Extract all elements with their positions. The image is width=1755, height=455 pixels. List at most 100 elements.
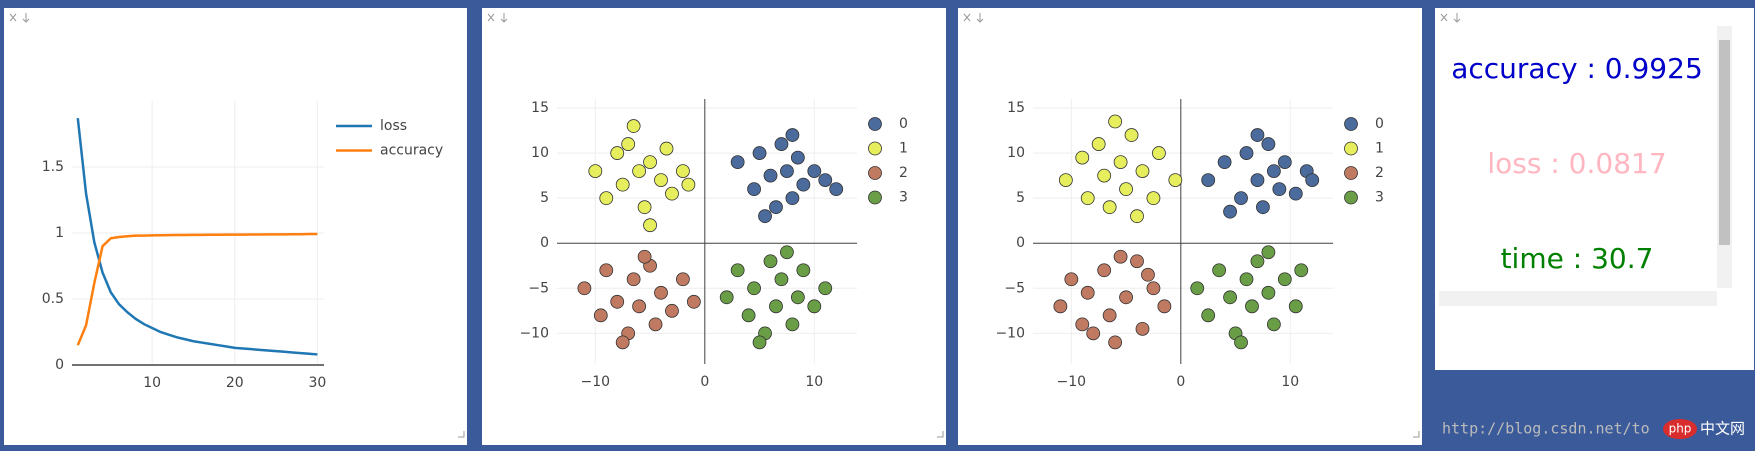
scatter-point <box>632 299 647 314</box>
y-tick-label: 15 <box>531 100 549 116</box>
scatter-point <box>829 182 844 197</box>
scatter-point <box>1135 321 1150 336</box>
legend-label: loss <box>380 118 407 134</box>
y-tick-label: −5 <box>1004 280 1025 296</box>
legend-swatch <box>1344 117 1358 131</box>
text-line: loss : 0.0817 <box>1487 147 1666 180</box>
y-tick-label: −10 <box>519 325 549 341</box>
scatter-point <box>1102 308 1117 323</box>
scatter-point <box>1261 137 1276 151</box>
scatter-point <box>1097 168 1112 183</box>
scatter-point <box>741 308 756 323</box>
scatter-point <box>1212 263 1227 278</box>
pane <box>4 8 467 445</box>
scatter-point <box>1272 182 1287 197</box>
scatter-point <box>774 272 789 287</box>
scatter-point <box>752 146 767 160</box>
scatter-point <box>1064 272 1079 287</box>
scatter-point <box>665 303 679 318</box>
scatter-point <box>752 335 767 350</box>
x-tick-label: 10 <box>1281 374 1299 390</box>
scroll-thumb[interactable] <box>1719 40 1730 245</box>
scatter-point <box>719 290 734 305</box>
pane-icons[interactable] <box>9 13 30 23</box>
pane <box>1435 8 1754 370</box>
scatter-point <box>1119 182 1133 197</box>
horizontal-scrollbar[interactable] <box>1439 291 1717 306</box>
scatter-point <box>1119 290 1133 305</box>
scatter-point <box>588 164 603 179</box>
scatter-point <box>643 218 657 233</box>
watermark-url: http://blog.csdn.net/to <box>1442 420 1650 438</box>
scatter-point <box>1146 281 1161 296</box>
scatter-point <box>1080 285 1095 300</box>
scatter-point <box>1152 146 1166 160</box>
scatter-point <box>1086 326 1101 341</box>
pane-icons[interactable] <box>1440 13 1461 23</box>
y-tick-label: 15 <box>1007 100 1025 116</box>
y-tick-label: −10 <box>995 325 1025 341</box>
scatter-point <box>1256 200 1270 215</box>
x-tick-label: −10 <box>581 374 611 390</box>
resize-handle[interactable] <box>458 431 1420 438</box>
scatter-point <box>1108 114 1123 129</box>
legend-swatch <box>868 190 882 205</box>
scatter-point <box>763 168 778 183</box>
scatter-point <box>807 299 822 314</box>
scatter-point <box>1130 209 1144 224</box>
scatter-point <box>785 128 800 142</box>
scatter-point <box>730 155 745 169</box>
scatter-point <box>758 209 772 224</box>
text-line: time : 30.7 <box>1501 242 1654 275</box>
legend-label: 1 <box>899 141 908 157</box>
scatter-point <box>1124 128 1139 142</box>
scatter-point <box>1261 245 1276 260</box>
line-series <box>76 232 318 346</box>
scatter-point <box>1168 173 1183 188</box>
y-tick-label: 1.5 <box>42 159 64 175</box>
scatter-point <box>769 299 783 314</box>
scatter-point <box>648 317 663 332</box>
scatter-point <box>790 150 805 165</box>
scatter-point <box>1239 272 1254 287</box>
scatter-point <box>1141 267 1155 282</box>
scatter-point <box>1266 164 1281 179</box>
scatter-point <box>785 191 800 206</box>
pane-icons[interactable] <box>963 13 984 23</box>
scatter-point <box>632 164 647 179</box>
scatter-point <box>818 173 833 188</box>
scatter-point <box>1223 204 1237 219</box>
legend-swatch <box>1344 190 1358 205</box>
scatter-point <box>1277 155 1292 169</box>
pane-icons[interactable] <box>487 13 508 23</box>
y-tick-label: 5 <box>540 190 549 206</box>
chart: 0 0.5 1 1.5 10 20 30 loss accuracy <box>42 101 443 391</box>
scatter-point <box>1250 254 1265 269</box>
scatter-point <box>1102 200 1117 215</box>
scatter-point <box>643 155 657 169</box>
scatter-point <box>747 281 761 296</box>
scatter-point <box>1239 146 1254 160</box>
line-series <box>76 118 318 356</box>
scatter-point <box>610 294 625 309</box>
y-tick-label: 0.5 <box>42 291 64 307</box>
chart: −10 −5 0 5 10 15 −10 0 10 0 1 2 3 <box>519 99 908 390</box>
scatter-point <box>780 245 794 260</box>
scatter-point <box>1288 299 1303 314</box>
y-tick-label: 10 <box>1007 145 1025 161</box>
scatter-point <box>1294 263 1309 278</box>
x-tick-label: 30 <box>308 375 326 391</box>
scatter-point <box>577 281 592 296</box>
scatter-point <box>1053 299 1068 314</box>
legend-swatch <box>1344 141 1358 156</box>
scatter-point <box>1305 173 1320 188</box>
scatter-point <box>1190 281 1205 296</box>
scatter-point <box>676 272 690 287</box>
text-line: accuracy : 0.9925 <box>1451 52 1703 85</box>
scatter-point <box>637 249 652 264</box>
legend-label: 3 <box>1375 190 1384 206</box>
scatter-point <box>1234 191 1248 206</box>
scatter-point <box>1201 173 1216 188</box>
scatter-point <box>747 182 761 197</box>
